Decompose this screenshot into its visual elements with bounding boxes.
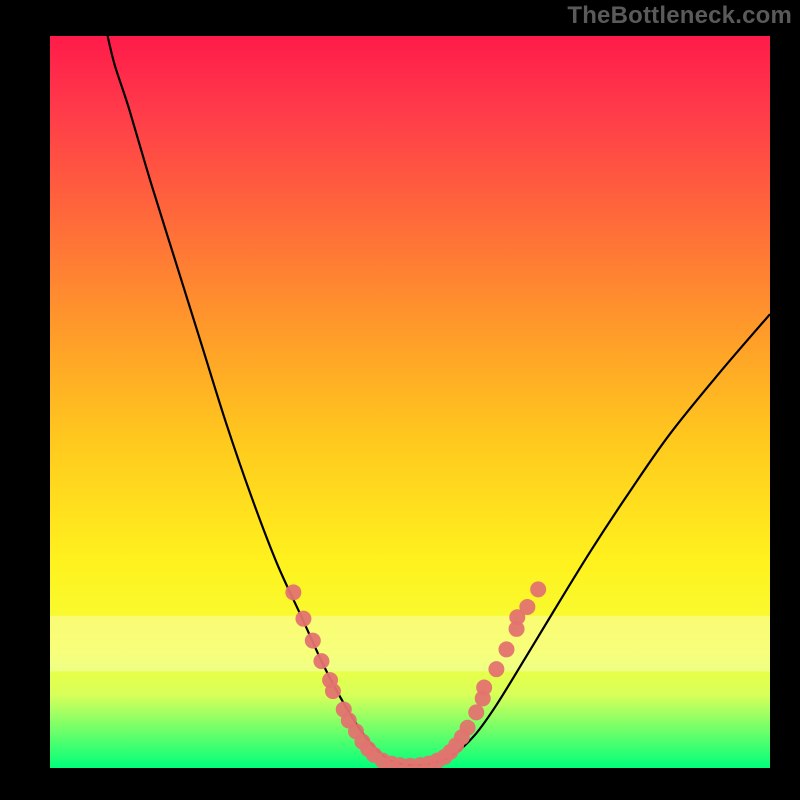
scatter-point xyxy=(305,633,321,649)
chart-canvas: TheBottleneck.com xyxy=(0,0,800,800)
scatter-point xyxy=(325,683,341,699)
scatter-point xyxy=(519,599,535,615)
attribution-label: TheBottleneck.com xyxy=(567,2,792,30)
scatter-point xyxy=(460,720,476,736)
scatter-point xyxy=(285,584,301,600)
pale-band xyxy=(50,616,770,672)
scatter-point xyxy=(530,581,546,597)
bottleneck-curve-chart xyxy=(0,0,800,800)
scatter-point xyxy=(476,679,492,695)
scatter-point xyxy=(313,653,329,669)
scatter-point xyxy=(468,704,484,720)
scatter-point xyxy=(488,661,504,677)
scatter-point xyxy=(498,641,514,657)
scatter-point xyxy=(295,611,311,627)
